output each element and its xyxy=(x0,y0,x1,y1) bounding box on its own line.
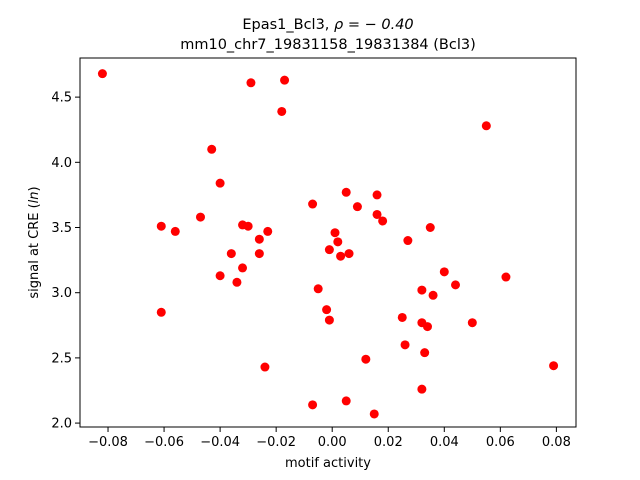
data-point xyxy=(170,226,180,236)
y-tick-label: 2.5 xyxy=(51,351,72,366)
data-point xyxy=(308,400,318,410)
data-point xyxy=(215,178,225,188)
chart-title-line2: mm10_chr7_19831158_19831384 (Bcl3) xyxy=(180,37,476,53)
x-tick-label: 0.00 xyxy=(318,435,347,450)
data-point xyxy=(378,216,388,226)
data-point xyxy=(369,409,379,419)
data-point xyxy=(417,285,427,295)
data-point xyxy=(215,271,225,281)
x-tick-label: −0.08 xyxy=(88,435,128,450)
data-point xyxy=(549,361,559,371)
data-point xyxy=(481,121,491,131)
data-point xyxy=(341,187,351,197)
data-point xyxy=(333,237,343,247)
data-point xyxy=(280,75,290,85)
data-point xyxy=(501,272,511,282)
data-point xyxy=(97,69,107,79)
y-tick-label: 4.5 xyxy=(51,91,72,106)
x-axis-ticks: −0.08 −0.06 −0.04 −0.02 0.00 0.02 0.04 0.06 0.08 xyxy=(88,427,571,450)
y-axis-ticks: 2.0 2.5 3.0 3.5 4.0 4.5 xyxy=(51,91,80,432)
data-point xyxy=(156,307,166,317)
y-axis-label: signal at CRE (ln) xyxy=(27,186,42,298)
data-point xyxy=(308,199,318,209)
x-tick-label: 0.06 xyxy=(486,435,515,450)
data-point xyxy=(352,202,362,212)
data-point xyxy=(417,384,427,394)
data-point xyxy=(243,221,253,231)
data-point xyxy=(277,106,287,116)
data-point xyxy=(403,236,413,246)
data-point xyxy=(330,228,340,238)
y-tick-label: 4.0 xyxy=(51,156,72,171)
data-point xyxy=(425,223,435,233)
data-point xyxy=(400,340,410,350)
data-point xyxy=(254,234,264,244)
x-tick-label: 0.08 xyxy=(542,435,571,450)
x-tick-label: −0.04 xyxy=(200,435,240,450)
data-point xyxy=(246,78,256,88)
chart-title-line1: Epas1_Bcl3, ρ = − 0.40 xyxy=(242,17,413,33)
data-point xyxy=(238,263,248,273)
x-tick-label: 0.02 xyxy=(374,435,403,450)
data-point xyxy=(260,362,270,372)
data-point xyxy=(451,280,461,290)
data-point xyxy=(361,354,371,364)
data-point xyxy=(439,267,449,277)
data-point xyxy=(467,318,477,328)
x-tick-label: 0.04 xyxy=(430,435,459,450)
data-point xyxy=(372,190,382,200)
data-point xyxy=(263,226,273,236)
data-point xyxy=(344,249,354,259)
data-point xyxy=(322,305,332,315)
x-tick-label: −0.02 xyxy=(256,435,296,450)
data-point xyxy=(397,312,407,322)
y-tick-label: 3.0 xyxy=(51,286,72,301)
data-point xyxy=(207,144,217,154)
data-point xyxy=(324,315,334,325)
data-point xyxy=(254,249,264,259)
y-tick-label: 2.0 xyxy=(51,417,72,432)
x-tick-label: −0.06 xyxy=(144,435,184,450)
y-tick-label: 3.5 xyxy=(51,221,72,236)
data-point xyxy=(226,249,236,259)
data-point xyxy=(422,322,432,332)
data-point xyxy=(313,284,323,294)
data-point xyxy=(324,245,334,255)
data-point xyxy=(195,212,205,222)
data-point xyxy=(428,290,438,300)
data-point xyxy=(420,348,430,358)
data-point xyxy=(372,209,382,219)
data-point xyxy=(336,251,346,261)
plot-frame xyxy=(79,57,577,428)
data-point xyxy=(232,277,242,287)
x-axis-label: motif activity xyxy=(285,456,371,471)
data-point xyxy=(341,396,351,406)
points-layer xyxy=(97,69,559,419)
data-point xyxy=(156,221,166,231)
